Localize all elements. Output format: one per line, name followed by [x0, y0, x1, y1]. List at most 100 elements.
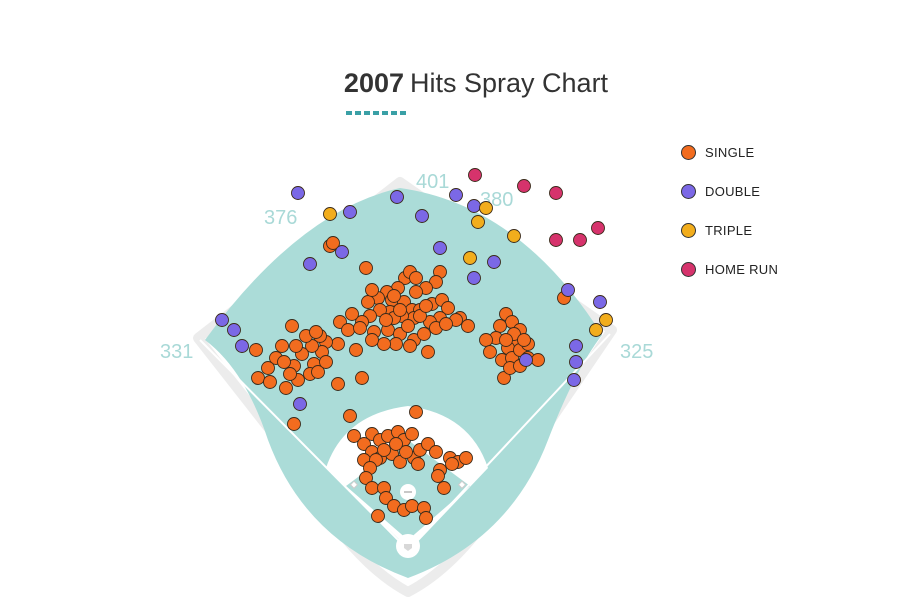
hit-single-73[interactable] — [277, 355, 291, 369]
hit-single-74[interactable] — [249, 343, 263, 357]
legend-item-single[interactable]: SINGLE — [681, 133, 778, 172]
hit-single-44[interactable] — [421, 345, 435, 359]
hit-single-124[interactable] — [429, 445, 443, 459]
hit-single-36[interactable] — [353, 321, 367, 335]
hit-single-33[interactable] — [345, 307, 359, 321]
hit-single-114[interactable] — [347, 429, 361, 443]
hit-single-131[interactable] — [431, 469, 445, 483]
hit-single-135[interactable] — [377, 443, 391, 457]
hit-single-61[interactable] — [289, 339, 303, 353]
hit-single-98[interactable] — [531, 353, 545, 367]
hit-home-run-4[interactable] — [573, 233, 587, 247]
hit-single-46[interactable] — [389, 337, 403, 351]
hit-triple-4[interactable] — [463, 251, 477, 265]
hit-single-133[interactable] — [399, 445, 413, 459]
hit-single-49[interactable] — [349, 343, 363, 357]
hit-single-79[interactable] — [379, 313, 393, 327]
hit-single-13[interactable] — [361, 295, 375, 309]
hit-double-13[interactable] — [235, 339, 249, 353]
hit-single-9[interactable] — [409, 285, 423, 299]
legend-item-triple[interactable]: TRIPLE — [681, 211, 778, 250]
hit-single-69[interactable] — [263, 375, 277, 389]
hit-double-15[interactable] — [561, 283, 575, 297]
hit-single-80[interactable] — [401, 319, 415, 333]
hit-single-1[interactable] — [326, 236, 340, 250]
hit-double-0[interactable] — [291, 186, 305, 200]
hit-double-7[interactable] — [467, 271, 481, 285]
hit-triple-5[interactable] — [599, 313, 613, 327]
hit-double-3[interactable] — [415, 209, 429, 223]
hit-double-5[interactable] — [467, 199, 481, 213]
hit-double-16[interactable] — [593, 295, 607, 309]
hit-triple-1[interactable] — [471, 215, 485, 229]
hit-single-21[interactable] — [441, 301, 455, 315]
legend-item-double[interactable]: DOUBLE — [681, 172, 778, 211]
hit-double-14[interactable] — [293, 397, 307, 411]
hit-single-65[interactable] — [275, 339, 289, 353]
hit-single-67[interactable] — [261, 361, 275, 375]
hit-single-72[interactable] — [283, 367, 297, 381]
hit-single-107[interactable] — [343, 409, 357, 423]
hit-single-144[interactable] — [405, 499, 419, 513]
hit-triple-3[interactable] — [507, 229, 521, 243]
hit-double-11[interactable] — [215, 313, 229, 327]
hit-home-run-2[interactable] — [549, 186, 563, 200]
hit-single-84[interactable] — [393, 303, 407, 317]
hit-single-47[interactable] — [377, 337, 391, 351]
hit-triple-0[interactable] — [323, 207, 337, 221]
hit-single-23[interactable] — [461, 319, 475, 333]
hit-single-132[interactable] — [411, 457, 425, 471]
hit-single-127[interactable] — [459, 451, 473, 465]
hit-home-run-1[interactable] — [517, 179, 531, 193]
hit-single-70[interactable] — [279, 381, 293, 395]
hit-single-62[interactable] — [285, 319, 299, 333]
hit-double-4[interactable] — [449, 188, 463, 202]
hit-single-50[interactable] — [331, 337, 345, 351]
hit-home-run-3[interactable] — [549, 233, 563, 247]
hit-single-92[interactable] — [479, 333, 493, 347]
hit-single-83[interactable] — [387, 289, 401, 303]
hit-single-105[interactable] — [499, 333, 513, 347]
hit-single-75[interactable] — [331, 377, 345, 391]
hit-single-68[interactable] — [251, 371, 265, 385]
hit-double-2[interactable] — [390, 190, 404, 204]
legend-item-home-run[interactable]: HOME RUN — [681, 250, 778, 289]
hit-single-77[interactable] — [287, 417, 301, 431]
hit-single-134[interactable] — [389, 437, 403, 451]
hit-triple-2[interactable] — [479, 201, 493, 215]
hit-single-90[interactable] — [493, 319, 507, 333]
hit-single-43[interactable] — [439, 317, 453, 331]
hit-single-104[interactable] — [517, 333, 531, 347]
hit-single-64[interactable] — [309, 325, 323, 339]
hit-single-128[interactable] — [445, 457, 459, 471]
hit-home-run-5[interactable] — [591, 221, 605, 235]
hit-double-18[interactable] — [569, 355, 583, 369]
hit-single-113[interactable] — [405, 427, 419, 441]
hit-single-146[interactable] — [419, 511, 433, 525]
hit-home-run-0[interactable] — [468, 168, 482, 182]
hit-single-148[interactable] — [409, 405, 423, 419]
hit-single-45[interactable] — [403, 339, 417, 353]
hit-single-2[interactable] — [359, 261, 373, 275]
hit-double-9[interactable] — [303, 257, 317, 271]
hit-single-41[interactable] — [417, 327, 431, 341]
hit-single-48[interactable] — [365, 333, 379, 347]
hit-single-55[interactable] — [311, 365, 325, 379]
hit-single-82[interactable] — [419, 299, 433, 313]
hit-single-56[interactable] — [319, 355, 333, 369]
hit-double-6[interactable] — [433, 241, 447, 255]
hit-single-35[interactable] — [341, 323, 355, 337]
hit-single-130[interactable] — [437, 481, 451, 495]
hit-single-139[interactable] — [365, 481, 379, 495]
hit-double-12[interactable] — [227, 323, 241, 337]
hit-single-5[interactable] — [409, 271, 423, 285]
hit-single-76[interactable] — [355, 371, 369, 385]
hit-double-10[interactable] — [335, 245, 349, 259]
hit-single-93[interactable] — [483, 345, 497, 359]
hit-double-8[interactable] — [487, 255, 501, 269]
hit-single-14[interactable] — [365, 283, 379, 297]
hit-single-147[interactable] — [371, 509, 385, 523]
hit-double-1[interactable] — [343, 205, 357, 219]
hit-double-20[interactable] — [519, 353, 533, 367]
hit-double-17[interactable] — [569, 339, 583, 353]
